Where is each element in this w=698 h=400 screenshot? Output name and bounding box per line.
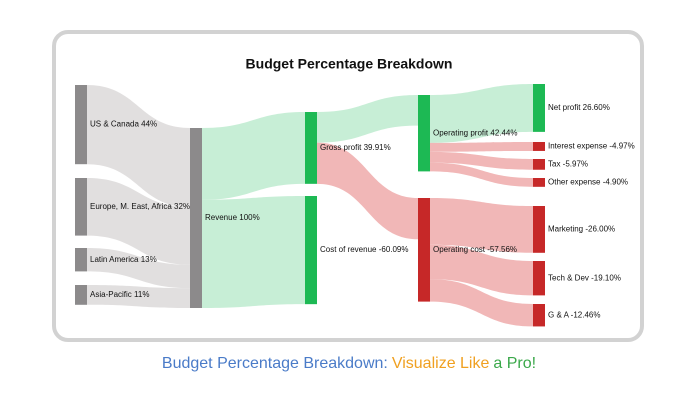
node xyxy=(533,261,545,296)
node xyxy=(418,198,430,302)
node xyxy=(533,84,545,132)
node-label: US & Canada 44% xyxy=(90,120,157,129)
node-label: Revenue 100% xyxy=(205,213,260,222)
link xyxy=(87,85,190,208)
node xyxy=(305,112,317,184)
link xyxy=(430,244,533,296)
caption-part: Budget Percentage Breakdown: xyxy=(161,355,388,372)
node-label: Cost of revenue -60.09% xyxy=(320,245,409,254)
node-label: Net profit 26.60% xyxy=(548,103,610,112)
nodes xyxy=(75,84,545,327)
node-label: Interest expense -4.97% xyxy=(548,142,635,151)
node xyxy=(533,178,545,187)
node xyxy=(75,285,87,305)
node-label: Other expense -4.90% xyxy=(548,178,628,187)
link xyxy=(430,279,533,327)
chart-title: Budget Percentage Breakdown xyxy=(246,56,453,72)
links xyxy=(87,84,533,327)
node-label: Asia-Pacific 11% xyxy=(90,290,149,299)
link xyxy=(317,142,418,240)
link xyxy=(87,248,190,289)
node-label: Operating profit 42.44% xyxy=(433,128,518,137)
node-label: G & A -12.46% xyxy=(548,310,600,319)
node xyxy=(418,95,430,172)
node xyxy=(533,142,545,151)
node-label: Operating cost -57.56% xyxy=(433,245,517,254)
node-label: Europe, M. East, Africa 32% xyxy=(90,202,190,211)
link xyxy=(430,84,533,143)
caption-part: Visualize Like xyxy=(391,355,490,372)
node-label: Gross profit 39.91% xyxy=(320,143,391,152)
node xyxy=(190,128,202,308)
link xyxy=(87,285,190,308)
caption-part: a Pro! xyxy=(493,355,537,372)
caption: Budget Percentage Breakdown: Visualize Li… xyxy=(0,355,698,373)
node xyxy=(305,196,317,305)
link xyxy=(87,178,190,265)
link xyxy=(430,151,533,170)
node-label: Latin America 13% xyxy=(90,255,157,264)
node-label: Tech & Dev -19.10% xyxy=(548,273,621,282)
link xyxy=(430,142,533,152)
node xyxy=(533,206,545,253)
chart: Budget Percentage Breakdown US & Canada … xyxy=(52,30,644,342)
node-label: Tax -5.97% xyxy=(548,159,588,168)
link xyxy=(202,196,305,308)
node xyxy=(75,178,87,236)
link xyxy=(317,95,418,143)
node xyxy=(533,304,545,327)
link xyxy=(202,112,305,200)
node-label: Marketing -26.00% xyxy=(548,225,615,234)
node xyxy=(75,85,87,165)
link xyxy=(430,162,533,187)
node xyxy=(75,248,87,272)
link xyxy=(430,198,533,253)
node xyxy=(533,159,545,170)
